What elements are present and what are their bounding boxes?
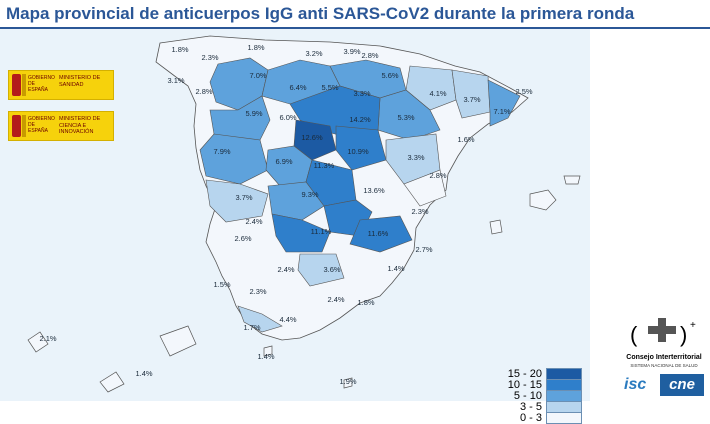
province-label: 7.1% <box>493 107 510 116</box>
svg-text:+: + <box>690 320 696 331</box>
province-label: 1.4% <box>257 352 274 361</box>
province-label: 6.4% <box>289 83 306 92</box>
logo-consejo-interterritorial: ( ) + Consejo Interterritorial SISTEMA N… <box>622 318 706 376</box>
region-jaen <box>297 253 345 287</box>
isc-cne-logos: isc cne <box>624 374 706 396</box>
province-label: 3.1% <box>167 76 184 85</box>
province-label: 5.5% <box>321 83 338 92</box>
province-label: 2.5% <box>515 87 532 96</box>
province-label: 1.8% <box>357 298 374 307</box>
province-label: 12.6% <box>301 133 323 142</box>
province-label: 3.9% <box>343 47 360 56</box>
mallorca <box>529 189 557 211</box>
province-label: 2.8% <box>429 171 446 180</box>
province-label: 6.0% <box>279 113 296 122</box>
title-divider <box>0 27 710 29</box>
svg-text:): ) <box>680 322 687 347</box>
province-label: 2.1% <box>39 334 56 343</box>
spain-shield-icon <box>12 74 21 96</box>
melilla <box>343 377 353 389</box>
legend-item: 15 - 20 <box>484 368 584 380</box>
province-label: 3.7% <box>463 95 480 104</box>
province-label: 2.8% <box>195 87 212 96</box>
svg-text:(: ( <box>630 322 638 347</box>
province-label: 1.6% <box>457 135 474 144</box>
region-ciudad-real <box>271 213 331 253</box>
province-label: 5.3% <box>397 113 414 122</box>
province-label: 2.6% <box>234 234 251 243</box>
province-label: 2.4% <box>245 217 262 226</box>
region-badajoz <box>205 179 269 223</box>
province-label: 1.5% <box>213 280 230 289</box>
province-label: 13.6% <box>363 186 385 195</box>
region-huesca <box>405 65 457 111</box>
spain-province-map: 1.8% 1.8%2.3% 3.2% 3.9% 2.8%3.1%7.0% 5.6%2.8%… <box>27 35 581 393</box>
province-label: 2.3% <box>411 207 428 216</box>
region-valencia-castellon <box>403 169 447 207</box>
province-label: 2.4% <box>327 295 344 304</box>
province-label: 4.4% <box>279 315 296 324</box>
logo-ministerio-ciencia: GOBIERNO DE ESPAÑA MINISTERIO DE CIENCIA… <box>8 111 114 141</box>
province-label: 2.8% <box>361 51 378 60</box>
region-madrid <box>293 119 337 161</box>
region-albacete-south <box>349 215 413 253</box>
menorca <box>563 175 581 185</box>
province-label: 7.9% <box>213 147 230 156</box>
canary-islands <box>27 325 197 393</box>
logo-cne: cne <box>660 374 704 396</box>
region-ciudad-real-west <box>267 181 325 221</box>
province-label: 3.6% <box>323 265 340 274</box>
province-label: 1.8% <box>171 45 188 54</box>
region-barcelona <box>487 79 521 127</box>
province-label: 1.4% <box>387 264 404 273</box>
province-label: 11.3% <box>314 161 335 170</box>
region-guadalajara <box>335 125 387 171</box>
province-label: 4.1% <box>429 89 446 98</box>
page-title: Mapa provincial de anticuerpos IgG anti … <box>6 4 635 23</box>
province-label: 6.9% <box>275 157 292 166</box>
province-label: 3.2% <box>305 49 322 58</box>
province-label: 1.7% <box>243 323 260 332</box>
logo-ministerio-sanidad: GOBIERNO DE ESPAÑA MINISTERIO DE SANIDAD <box>8 70 114 100</box>
province-label: 2.3% <box>201 53 218 62</box>
region-malaga <box>237 305 283 333</box>
province-label: 5.6% <box>381 71 398 80</box>
province-label: 3.3% <box>353 89 370 98</box>
ceuta <box>263 345 273 357</box>
province-label: 9.3% <box>301 190 318 199</box>
province-label: 11.1% <box>311 227 332 236</box>
province-label: 2.4% <box>277 265 294 274</box>
province-label: 3.7% <box>235 193 252 202</box>
province-label: 5.9% <box>245 109 262 118</box>
province-label: 14.2% <box>349 115 371 124</box>
province-labels: 1.8% 1.8%2.3% 3.2% 3.9% 2.8%3.1%7.0% 5.6%2.8%… <box>39 43 532 386</box>
logos-panel <box>590 29 710 401</box>
province-label: 1.8% <box>247 43 264 52</box>
spain-shield-icon <box>12 115 21 137</box>
province-label: 3.3% <box>407 153 424 162</box>
province-label: 7.0% <box>249 71 266 80</box>
cis-emblem-icon: ( ) + <box>630 318 696 347</box>
province-label: 2.3% <box>249 287 266 296</box>
province-label: 1.9% <box>339 377 356 386</box>
province-label: 1.4% <box>135 369 152 378</box>
region-lleida <box>451 69 491 119</box>
province-label: 2.7% <box>415 245 432 254</box>
legend-item: 0 - 3 <box>484 412 584 424</box>
logo-isc: isc <box>624 376 647 393</box>
ibiza <box>489 219 503 235</box>
province-label: 11.6% <box>368 229 389 238</box>
province-label: 10.9% <box>347 147 369 156</box>
map-panel: 1.8% 1.8% 2.3% 3.2% 3.9% 2.8% 3.1% 7.0% 5.6% 2.8%… <box>0 29 590 424</box>
